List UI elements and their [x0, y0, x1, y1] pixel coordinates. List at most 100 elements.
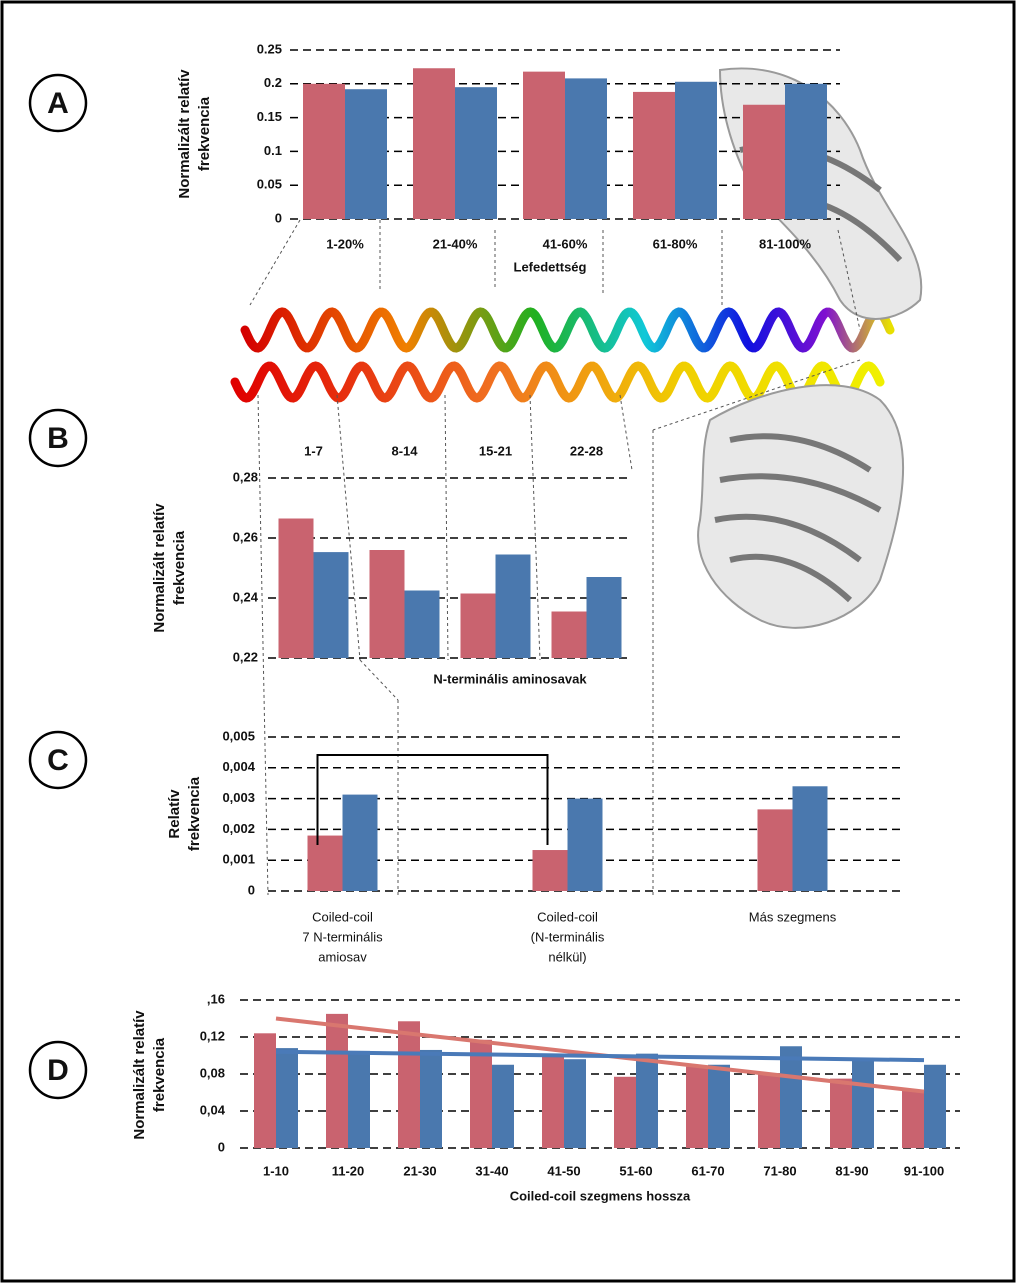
bar: [708, 1065, 730, 1148]
x-tick-label: 81-90: [835, 1163, 868, 1178]
bar: [533, 850, 568, 891]
bar: [902, 1090, 924, 1148]
bar: [568, 799, 603, 891]
helix: [245, 312, 890, 348]
x-tick-label: nélkül): [548, 949, 586, 964]
x-tick-label: 7 N-terminális: [302, 929, 383, 944]
y-tick-label: 0.2: [264, 75, 282, 90]
bar: [308, 836, 343, 891]
x-tick-label: Coiled-coil: [312, 909, 373, 924]
bar: [405, 591, 440, 659]
bar: [314, 552, 349, 658]
bar: [614, 1077, 636, 1148]
x-tick-label: 31-40: [475, 1163, 508, 1178]
y-tick-label: 0,002: [222, 821, 255, 836]
y-tick-label: 0.1: [264, 143, 282, 158]
panel-letter: A: [47, 87, 69, 120]
x-tick-label: 1-10: [263, 1163, 289, 1178]
y-axis-label-line: Normalizált relatív: [176, 69, 193, 199]
y-axis-label-line: frekvencia: [196, 96, 213, 171]
bar: [675, 82, 717, 219]
x-tick-label: 51-60: [619, 1163, 652, 1178]
y-axis-label-line: Relatív: [166, 789, 183, 839]
x-tick-label: 61-80%: [653, 236, 698, 251]
bar: [455, 87, 497, 219]
y-tick-label: 0.15: [257, 109, 282, 124]
y-axis-label-line: frekvencia: [151, 1037, 168, 1112]
y-tick-label: 0,24: [233, 589, 259, 604]
y-axis-label-line: Normalizált relatív: [151, 503, 168, 633]
x-tick-label: 61-70: [691, 1163, 724, 1178]
x-axis-label: N-terminális aminosavak: [433, 671, 587, 686]
x-tick-label: (N-terminális: [531, 929, 605, 944]
bar: [413, 68, 455, 219]
y-tick-label: 0.25: [257, 41, 282, 56]
bar: [758, 1074, 780, 1148]
bar: [542, 1056, 564, 1149]
y-axis-label-line: frekvencia: [186, 776, 203, 851]
bar: [587, 577, 622, 658]
connector: [258, 395, 268, 895]
bar: [565, 78, 607, 219]
bar: [303, 84, 345, 219]
x-tick-label: Más szegmens: [749, 909, 837, 924]
bar: [496, 555, 531, 659]
y-tick-label: 0,26: [233, 529, 258, 544]
bar: [523, 72, 565, 219]
bar: [279, 519, 314, 659]
x-tick-label: amiosav: [318, 949, 367, 964]
connector: [445, 395, 448, 660]
x-tick-label: 81-100%: [759, 236, 811, 251]
bar: [924, 1065, 946, 1148]
bar: [398, 1021, 420, 1148]
y-tick-label: ,16: [207, 991, 225, 1006]
x-tick-label: 91-100: [904, 1163, 944, 1178]
y-tick-label: 0: [248, 882, 255, 897]
bar: [345, 89, 387, 219]
connector: [530, 395, 540, 660]
y-tick-label: 0.05: [257, 177, 282, 192]
x-tick-label: 21-30: [403, 1163, 436, 1178]
bar: [830, 1079, 852, 1148]
x-tick-label: 1-20%: [326, 236, 364, 251]
x-tick-label: 1-7: [304, 443, 323, 458]
bar: [492, 1065, 514, 1148]
bar: [343, 795, 378, 891]
bar: [636, 1054, 658, 1148]
bar: [348, 1051, 370, 1148]
panel-letter: B: [47, 422, 69, 455]
y-tick-label: 0,005: [222, 728, 255, 743]
x-tick-label: 8-14: [391, 443, 418, 458]
bar: [633, 92, 675, 219]
x-tick-label: 11-20: [332, 1163, 365, 1178]
x-tick-label: 41-60%: [543, 236, 588, 251]
x-axis-label: Lefedettség: [514, 259, 587, 274]
bar: [254, 1033, 276, 1148]
y-axis-label: Normalizált relatívfrekvencia: [151, 503, 188, 633]
y-tick-label: 0,001: [222, 852, 255, 867]
bar: [785, 84, 827, 219]
panel-letter: D: [47, 1054, 69, 1087]
y-tick-label: 0,22: [233, 649, 258, 664]
bar: [420, 1050, 442, 1148]
bar: [461, 594, 496, 659]
y-tick-label: 0,28: [233, 469, 258, 484]
bar: [743, 105, 785, 219]
y-tick-label: 0,004: [222, 759, 255, 774]
y-tick-label: 0,08: [200, 1065, 225, 1080]
bar: [852, 1058, 874, 1148]
connector: [620, 395, 632, 470]
bar: [276, 1048, 298, 1148]
y-tick-label: 0,003: [222, 790, 255, 805]
connector: [250, 220, 300, 305]
bar: [686, 1067, 708, 1148]
x-tick-label: 41-50: [547, 1163, 580, 1178]
x-tick-label: 15-21: [479, 443, 512, 458]
y-tick-label: 0: [218, 1139, 225, 1154]
x-tick-label: 71-80: [763, 1163, 796, 1178]
bar: [564, 1059, 586, 1148]
y-axis-label-line: frekvencia: [171, 530, 188, 605]
bar: [793, 786, 828, 891]
